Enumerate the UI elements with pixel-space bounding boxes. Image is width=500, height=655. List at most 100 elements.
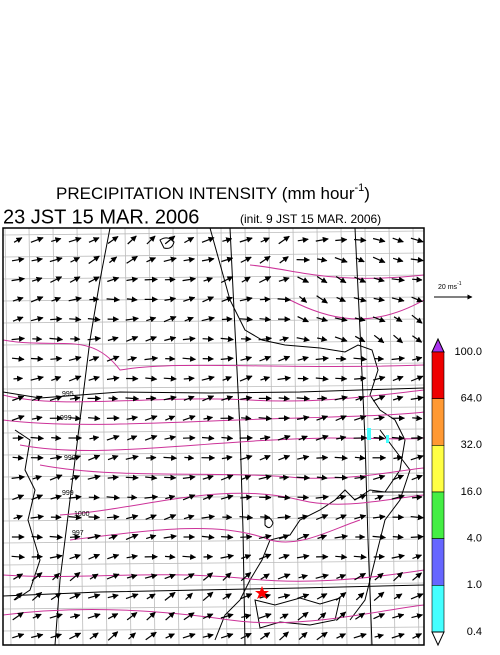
wind-arrow — [240, 456, 252, 460]
colorbar-label: 100.0 — [454, 346, 482, 358]
wind-arrow — [183, 338, 195, 339]
wind-arrow — [90, 574, 98, 579]
wind-arrow — [298, 612, 308, 620]
grid-line — [173, 228, 179, 645]
wind-arrow — [316, 497, 329, 498]
wind-arrow — [166, 634, 175, 638]
wind-arrow — [336, 515, 347, 519]
wind-arrow — [88, 418, 100, 419]
wind-arrow — [299, 575, 308, 577]
wind-arrow — [31, 635, 43, 638]
wind-arrow — [88, 455, 99, 460]
wind-arrow — [393, 537, 403, 538]
wind-arrow — [127, 417, 138, 419]
wind-arrow — [128, 236, 137, 244]
wind-arrow — [278, 299, 291, 300]
wind-arrow — [31, 297, 43, 302]
wind-arrow — [89, 377, 100, 380]
wind-arrow — [374, 592, 384, 600]
wind-arrow — [127, 556, 138, 558]
colorbar-segment — [432, 492, 444, 539]
wind-arrow — [13, 574, 22, 579]
wind-arrow — [393, 397, 403, 400]
contour-label: 997 — [72, 530, 84, 537]
wind-arrow — [202, 536, 214, 537]
wind-arrow — [240, 319, 253, 320]
wind-arrow — [223, 594, 232, 600]
wind-arrow — [299, 296, 306, 302]
wind-arrow — [70, 615, 80, 617]
grid-line — [3, 561, 424, 565]
wind-arrow — [298, 317, 309, 322]
wind-arrow — [221, 537, 233, 538]
wind-arrow — [108, 456, 118, 460]
title-text: PRECIPITATION INTENSITY (mm hour — [56, 184, 355, 203]
wind-arrow — [373, 239, 385, 242]
wind-arrow — [33, 614, 41, 618]
wind-arrow — [354, 277, 365, 282]
contour-label: 999 — [60, 415, 72, 422]
wind-arrow — [298, 357, 309, 360]
colorbar-label: 0.4 — [467, 626, 482, 638]
wind-arrow — [335, 240, 346, 241]
grid-line — [293, 228, 299, 645]
colorbar-label: 64.0 — [461, 393, 482, 405]
wind-arrow — [108, 614, 118, 619]
wind-arrow — [50, 537, 63, 538]
wind-arrow — [32, 592, 41, 600]
colorbar-segment — [432, 585, 444, 632]
wind-arrow — [260, 319, 271, 320]
wind-arrow — [297, 398, 310, 399]
grid-line — [221, 228, 227, 645]
wind-arrow — [12, 556, 25, 557]
wind-arrow — [108, 477, 119, 478]
wind-arrow — [316, 358, 329, 359]
wind-arrow — [203, 573, 212, 581]
wind-arrow — [336, 612, 345, 620]
wind-arrow — [32, 417, 42, 419]
wind-arrow — [317, 259, 327, 261]
wind-arrow — [203, 592, 213, 600]
wind-arrow — [50, 358, 61, 359]
wind-arrow — [126, 516, 138, 519]
wind-arrow — [259, 476, 272, 479]
grid-line — [3, 385, 424, 389]
wind-arrow — [241, 476, 250, 480]
wind-arrow — [412, 615, 423, 618]
init-time: (init. 9 JST 15 MAR. 2006) — [240, 212, 381, 226]
wind-arrow — [374, 614, 385, 619]
wind-arrow — [50, 319, 62, 320]
wind-arrow — [70, 555, 81, 559]
grid-line — [341, 228, 347, 645]
wind-arrow — [280, 614, 288, 618]
wind-arrow — [241, 633, 251, 638]
wind-arrow — [51, 438, 61, 439]
wind-arrow — [241, 555, 250, 558]
wind-scale-label: 20 ms-1 — [438, 281, 462, 291]
wind-arrow — [50, 338, 63, 339]
wind-arrow — [126, 477, 138, 478]
wind-arrow — [374, 417, 385, 419]
wind-arrow — [297, 456, 309, 459]
wind-arrow — [145, 477, 157, 478]
wind-arrow — [164, 515, 176, 520]
wind-arrow — [221, 556, 234, 559]
grid-line — [53, 228, 59, 645]
wind-arrow — [373, 257, 385, 262]
wind-arrow — [392, 634, 404, 638]
wind-arrow — [107, 517, 119, 518]
wind-arrow — [373, 396, 385, 401]
wind-arrow — [202, 259, 214, 261]
wind-arrow — [88, 614, 100, 618]
grid-line — [5, 228, 11, 645]
grid-line — [125, 228, 131, 645]
wind-arrow — [260, 456, 270, 460]
wind-arrow — [221, 258, 232, 261]
wind-arrow — [411, 456, 423, 460]
wind-arrow — [297, 594, 308, 598]
wind-arrow — [108, 338, 118, 341]
wind-arrow — [375, 635, 384, 637]
coastlines — [3, 228, 424, 645]
wind-arrow — [318, 536, 327, 539]
